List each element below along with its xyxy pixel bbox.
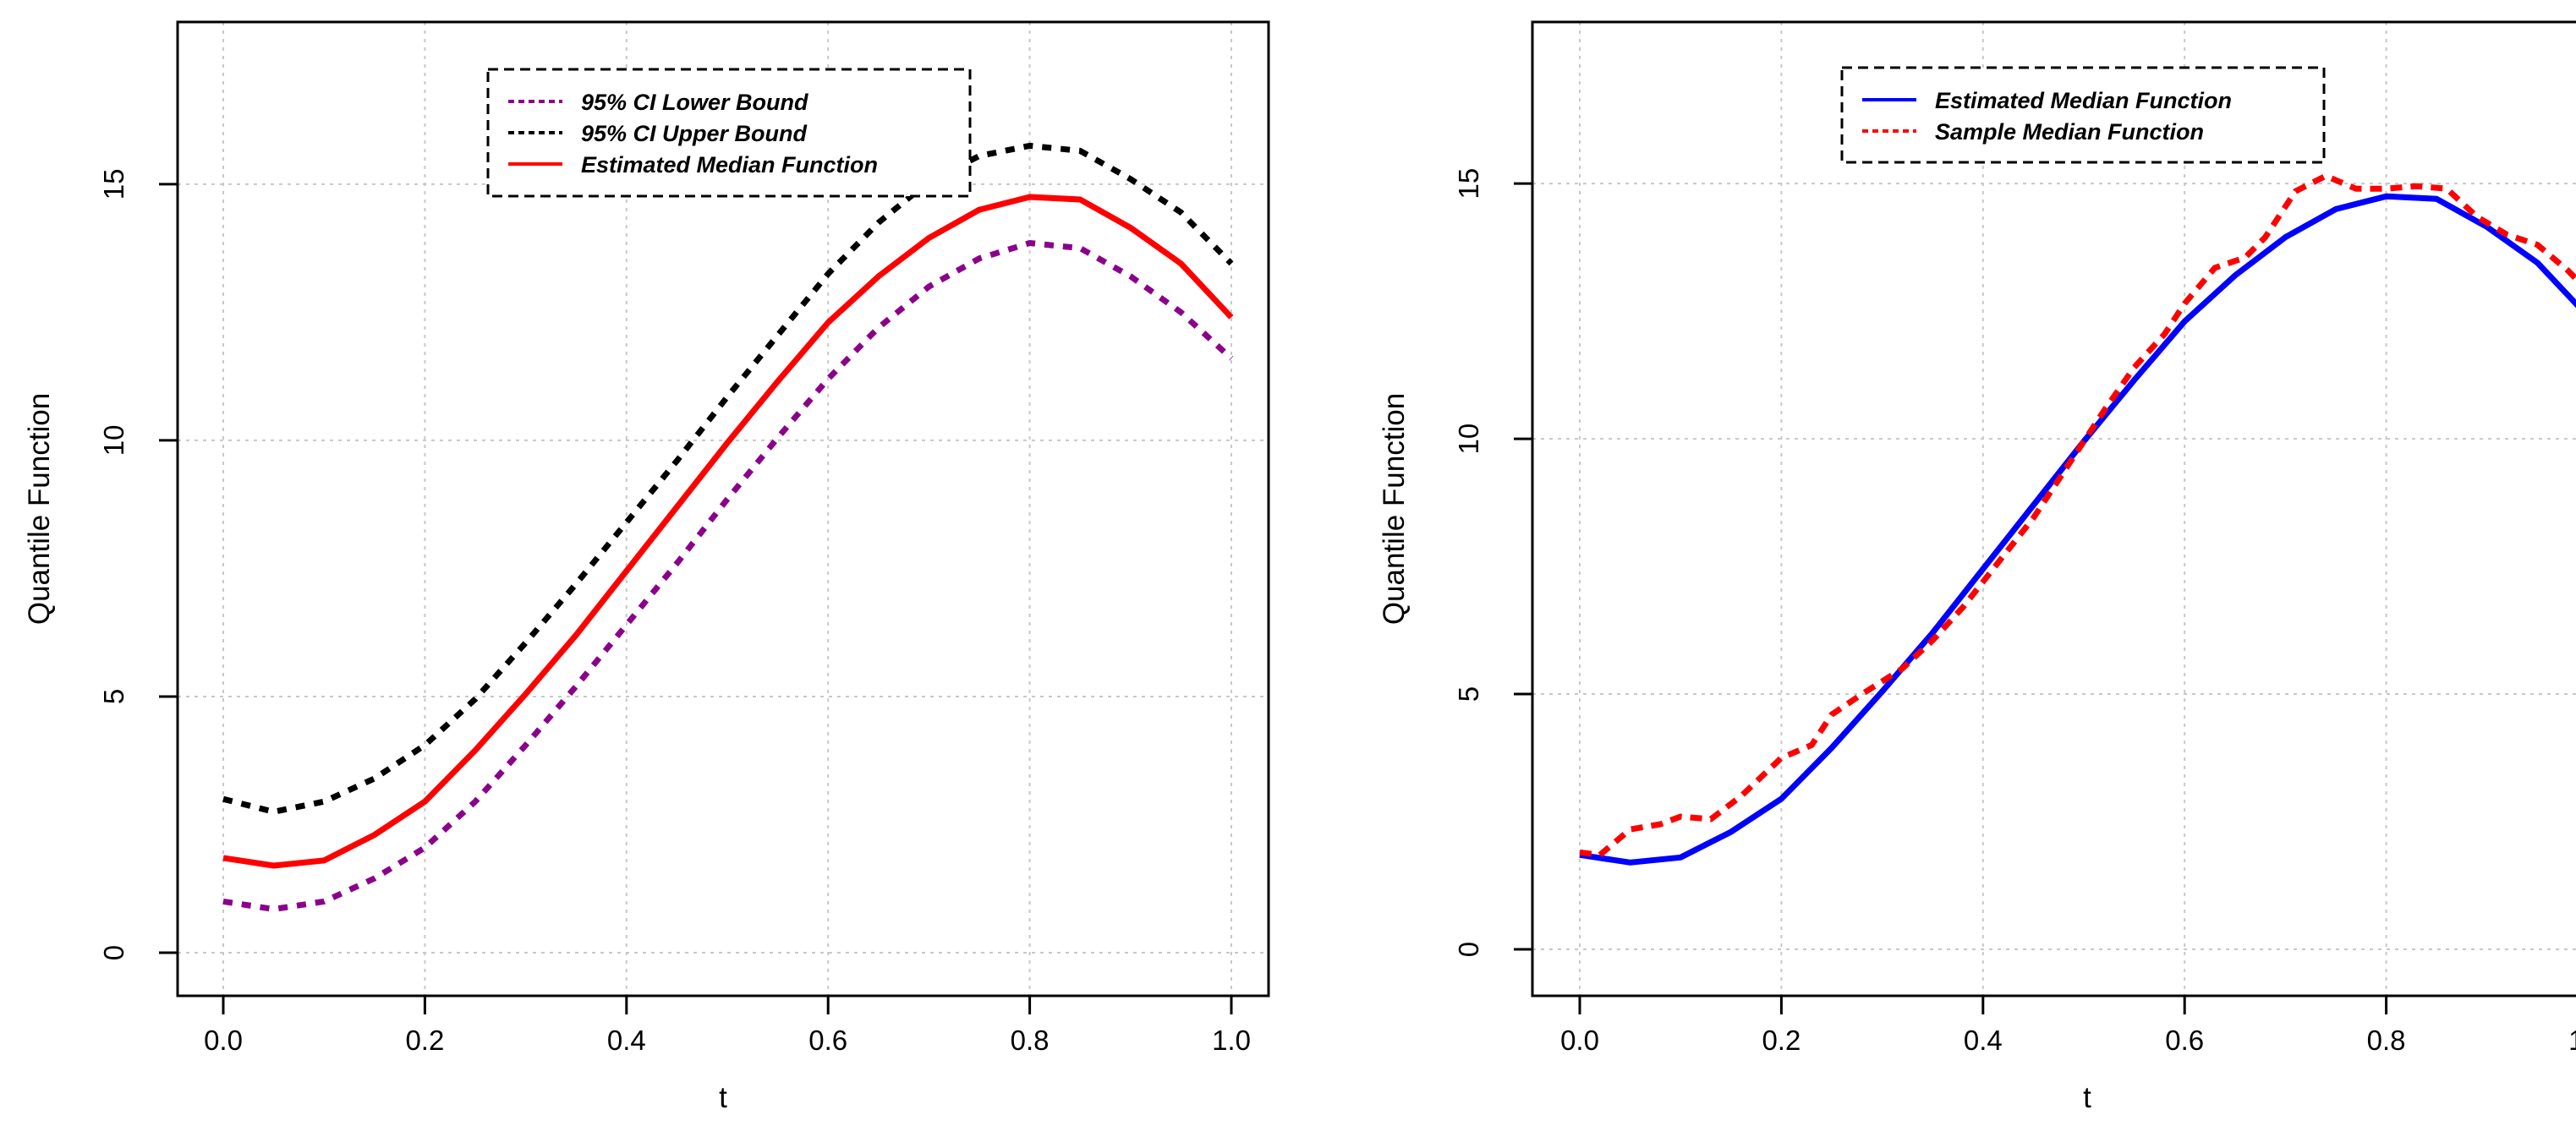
grid — [1532, 22, 2576, 996]
plot-frame — [176, 20, 1270, 998]
series-line-1 — [222, 142, 1234, 815]
x-tick-label: 0.4 — [1964, 1025, 2003, 1056]
y-tick-label: 5 — [1453, 686, 1484, 702]
series-line-0 — [222, 240, 1234, 912]
legend-label: 95% CI Lower Bound — [581, 90, 808, 115]
x-tick-label: 0.8 — [1011, 1025, 1050, 1056]
legend-label: Sample Median Function — [1935, 119, 2204, 145]
x-tick-label: 0.4 — [607, 1025, 646, 1056]
x-axis-title: t — [2083, 1081, 2091, 1114]
y-tick-label: 5 — [98, 689, 129, 704]
legend-label: Estimated Median Function — [581, 152, 878, 178]
legend-label: Estimated Median Function — [1935, 88, 2232, 113]
y-tick-label: 0 — [1453, 942, 1484, 957]
x-tick-label: 0.2 — [1762, 1025, 1800, 1056]
x-axis-title: t — [719, 1081, 727, 1114]
y-tick-label: 15 — [1453, 168, 1484, 200]
legend: Estimated Median Function Sample Median F… — [1840, 66, 2326, 164]
x-tick-label: 1.0 — [2568, 1025, 2576, 1056]
y-axis-title: Quantile Function — [1378, 393, 1411, 625]
x-tick-label: 0.6 — [2165, 1025, 2204, 1056]
x-tick-label: 0.0 — [1560, 1025, 1599, 1056]
series-line-0 — [1579, 193, 2576, 866]
y-tick-label: 15 — [98, 168, 129, 200]
chart-left: 0.0 0.2 0.4 0.6 0.8 1.0 0 5 10 15 t Quantile Functi… — [23, 20, 1270, 1114]
plot-frame — [1531, 20, 2576, 998]
y-tick-label: 0 — [98, 945, 129, 960]
x-tick-label: 0.2 — [405, 1025, 444, 1056]
legend-frame — [1840, 66, 2326, 164]
chart-right: 0.0 0.2 0.4 0.6 0.8 1.0 0 5 10 15 t Quantile Functi… — [1378, 20, 2576, 1114]
series-line-2 — [222, 194, 1234, 869]
y-axis-title: Quantile Function — [23, 393, 56, 625]
x-tick-label: 0.6 — [808, 1025, 847, 1056]
legend-label: 95% CI Upper Bound — [581, 121, 808, 146]
y-tick-label: 10 — [1453, 424, 1484, 455]
y-tick-label: 10 — [98, 425, 129, 456]
legend: 95% CI Lower Bound 95% CI Upper Bound Esti… — [486, 68, 972, 198]
x-tick-label: 1.0 — [1212, 1025, 1251, 1056]
x-tick-label: 0.0 — [204, 1025, 243, 1056]
x-tick-label: 0.8 — [2367, 1025, 2406, 1056]
legend-frame — [486, 68, 972, 198]
series-line-1 — [1579, 172, 2576, 858]
